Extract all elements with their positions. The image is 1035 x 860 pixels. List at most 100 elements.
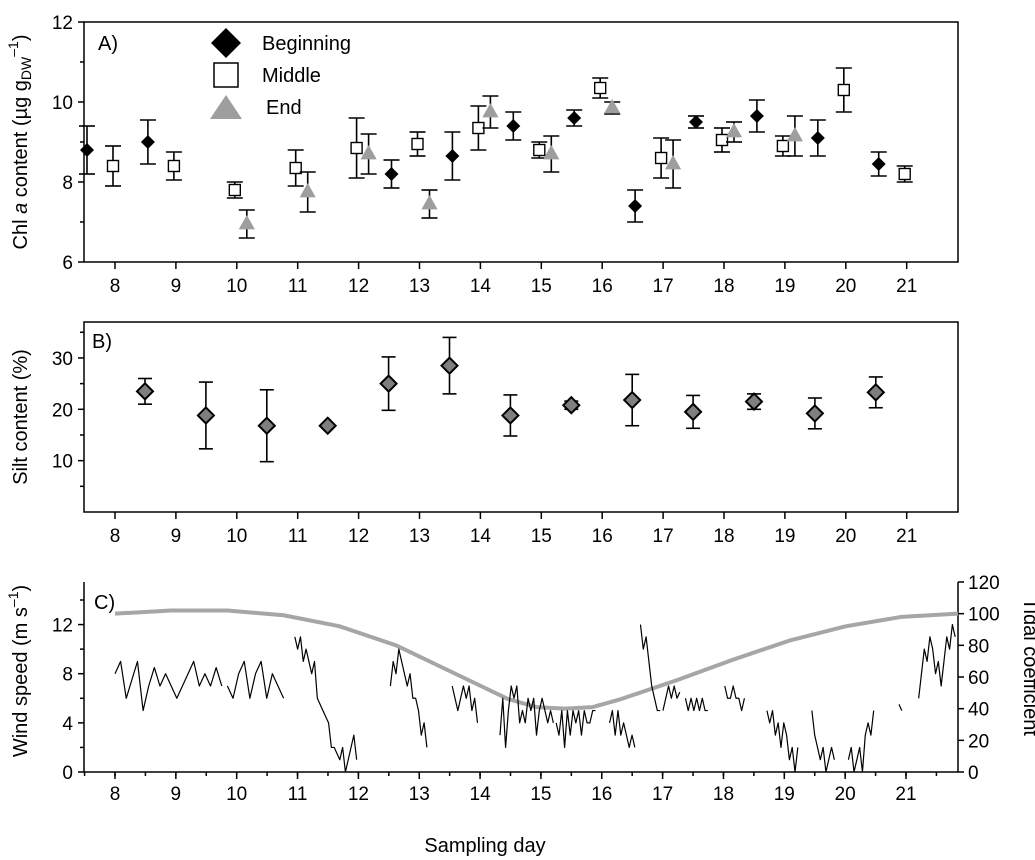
beginning-point (506, 119, 521, 133)
wind-speed-line (639, 624, 661, 712)
middle-point (228, 183, 242, 197)
end-point (604, 99, 621, 114)
y-right-tick-label: 80 (968, 636, 989, 657)
x-tick-label: 20 (835, 784, 856, 805)
beginning-point (628, 199, 643, 213)
panel-a-frame (83, 21, 959, 263)
x-tick-label: 10 (226, 784, 247, 805)
wind-speed-line (811, 710, 835, 773)
beginning-point (140, 135, 155, 149)
beginning-point (80, 143, 94, 157)
y-left-tick-label: 0 (62, 763, 73, 784)
y-right-tick-label: 0 (968, 763, 979, 784)
y-left-tick-label: 12 (52, 616, 73, 637)
x-tick-label: 17 (653, 526, 674, 547)
x-tick-label: 14 (470, 276, 492, 297)
end-point (482, 103, 499, 118)
wind-speed-line (226, 660, 285, 699)
x-tick-label: 18 (713, 526, 734, 547)
middle-point (167, 159, 181, 173)
series-end (238, 95, 803, 239)
middle-point (533, 143, 546, 157)
silt-point (683, 402, 703, 422)
end-point (421, 195, 438, 210)
x-tick-label: 19 (774, 784, 795, 805)
x-tick-label: 11 (288, 784, 308, 805)
legend-marker-middle (213, 62, 239, 88)
y-left-axis-title: Wind speed (m s–1) (5, 585, 32, 757)
silt-point (318, 416, 338, 436)
x-tick-label: 16 (592, 276, 613, 297)
wind-speed-line (499, 685, 554, 749)
x-tick-label: 9 (171, 276, 182, 297)
x-tick-label: 11 (288, 276, 308, 297)
wind-speed-line (918, 623, 956, 699)
silt-point (135, 381, 155, 401)
middle-point (715, 133, 729, 147)
end-point (786, 127, 803, 142)
y-axis-title: Silt content (%) (10, 349, 32, 485)
x-tick-label: 19 (774, 276, 795, 297)
middle-point (776, 139, 790, 153)
beginning-point (871, 157, 886, 171)
x-tick-label: 11 (288, 526, 308, 547)
end-point (543, 145, 560, 160)
y-right-tick-label: 20 (968, 731, 989, 752)
middle-point (594, 81, 607, 95)
legend-label-middle: Middle (262, 65, 321, 87)
panel-label-c: C) (94, 592, 115, 614)
end-point (725, 123, 743, 138)
beginning-point (445, 149, 460, 163)
panel-b: 10 20 30 8 9 10 11 12 13 14 15 16 17 18 19 20 21 Silt con… (10, 321, 959, 547)
legend-marker-beginning (211, 28, 241, 58)
legend-label-beginning: Beginning (262, 33, 351, 55)
wind-speed-line (294, 636, 358, 773)
legend: Beginning Middle End (210, 28, 351, 119)
x-tick-label: 17 (652, 784, 673, 805)
silt-point (440, 356, 459, 376)
y-left-tick-label: 8 (62, 665, 73, 686)
series-middle (105, 67, 913, 199)
x-tick-label: 9 (171, 526, 182, 547)
x-tick-label: 14 (470, 526, 492, 547)
x-tick-label: 12 (348, 276, 369, 297)
wind-speed-line (451, 685, 479, 723)
y-tick-label: 12 (52, 13, 73, 34)
silt-point (866, 382, 886, 402)
x-tick-label: 16 (591, 784, 612, 805)
beginning-point (689, 115, 703, 129)
series-silt (135, 336, 886, 463)
x-tick-label: 18 (713, 276, 734, 297)
y-tick-label: 10 (52, 93, 73, 114)
x-tick-label: 10 (226, 276, 247, 297)
panel-b-frame (83, 321, 959, 513)
middle-point (350, 141, 363, 155)
silt-point (257, 416, 277, 436)
x-tick-label: 10 (226, 526, 247, 547)
x-tick-label: 13 (409, 784, 430, 805)
silt-point (379, 374, 399, 394)
x-tick-label: 13 (409, 526, 430, 547)
silt-point (561, 395, 581, 415)
wind-speed-line (724, 685, 746, 712)
wind-speed-line (389, 648, 428, 748)
y-right-axis-title: Tidal coefficient (1019, 598, 1035, 736)
end-point (665, 155, 682, 170)
beginning-point (567, 111, 582, 125)
x-tick-label: 18 (713, 784, 734, 805)
x-tick-label: 17 (653, 276, 674, 297)
x-tick-label: 14 (470, 784, 492, 805)
x-tick-label: 15 (531, 276, 552, 297)
x-tick-label: 21 (896, 526, 917, 547)
y-left-tick-label: 4 (62, 714, 73, 735)
middle-point (106, 159, 120, 173)
x-tick-label: 20 (835, 276, 856, 297)
wind-speed-line (898, 704, 903, 711)
wind-speed-line (684, 697, 708, 712)
y-right-tick-label: 40 (968, 700, 989, 721)
x-tick-label: 21 (895, 784, 916, 805)
panel-label-b: B) (92, 331, 112, 353)
x-tick-label: 8 (110, 784, 121, 805)
end-point (238, 215, 255, 230)
